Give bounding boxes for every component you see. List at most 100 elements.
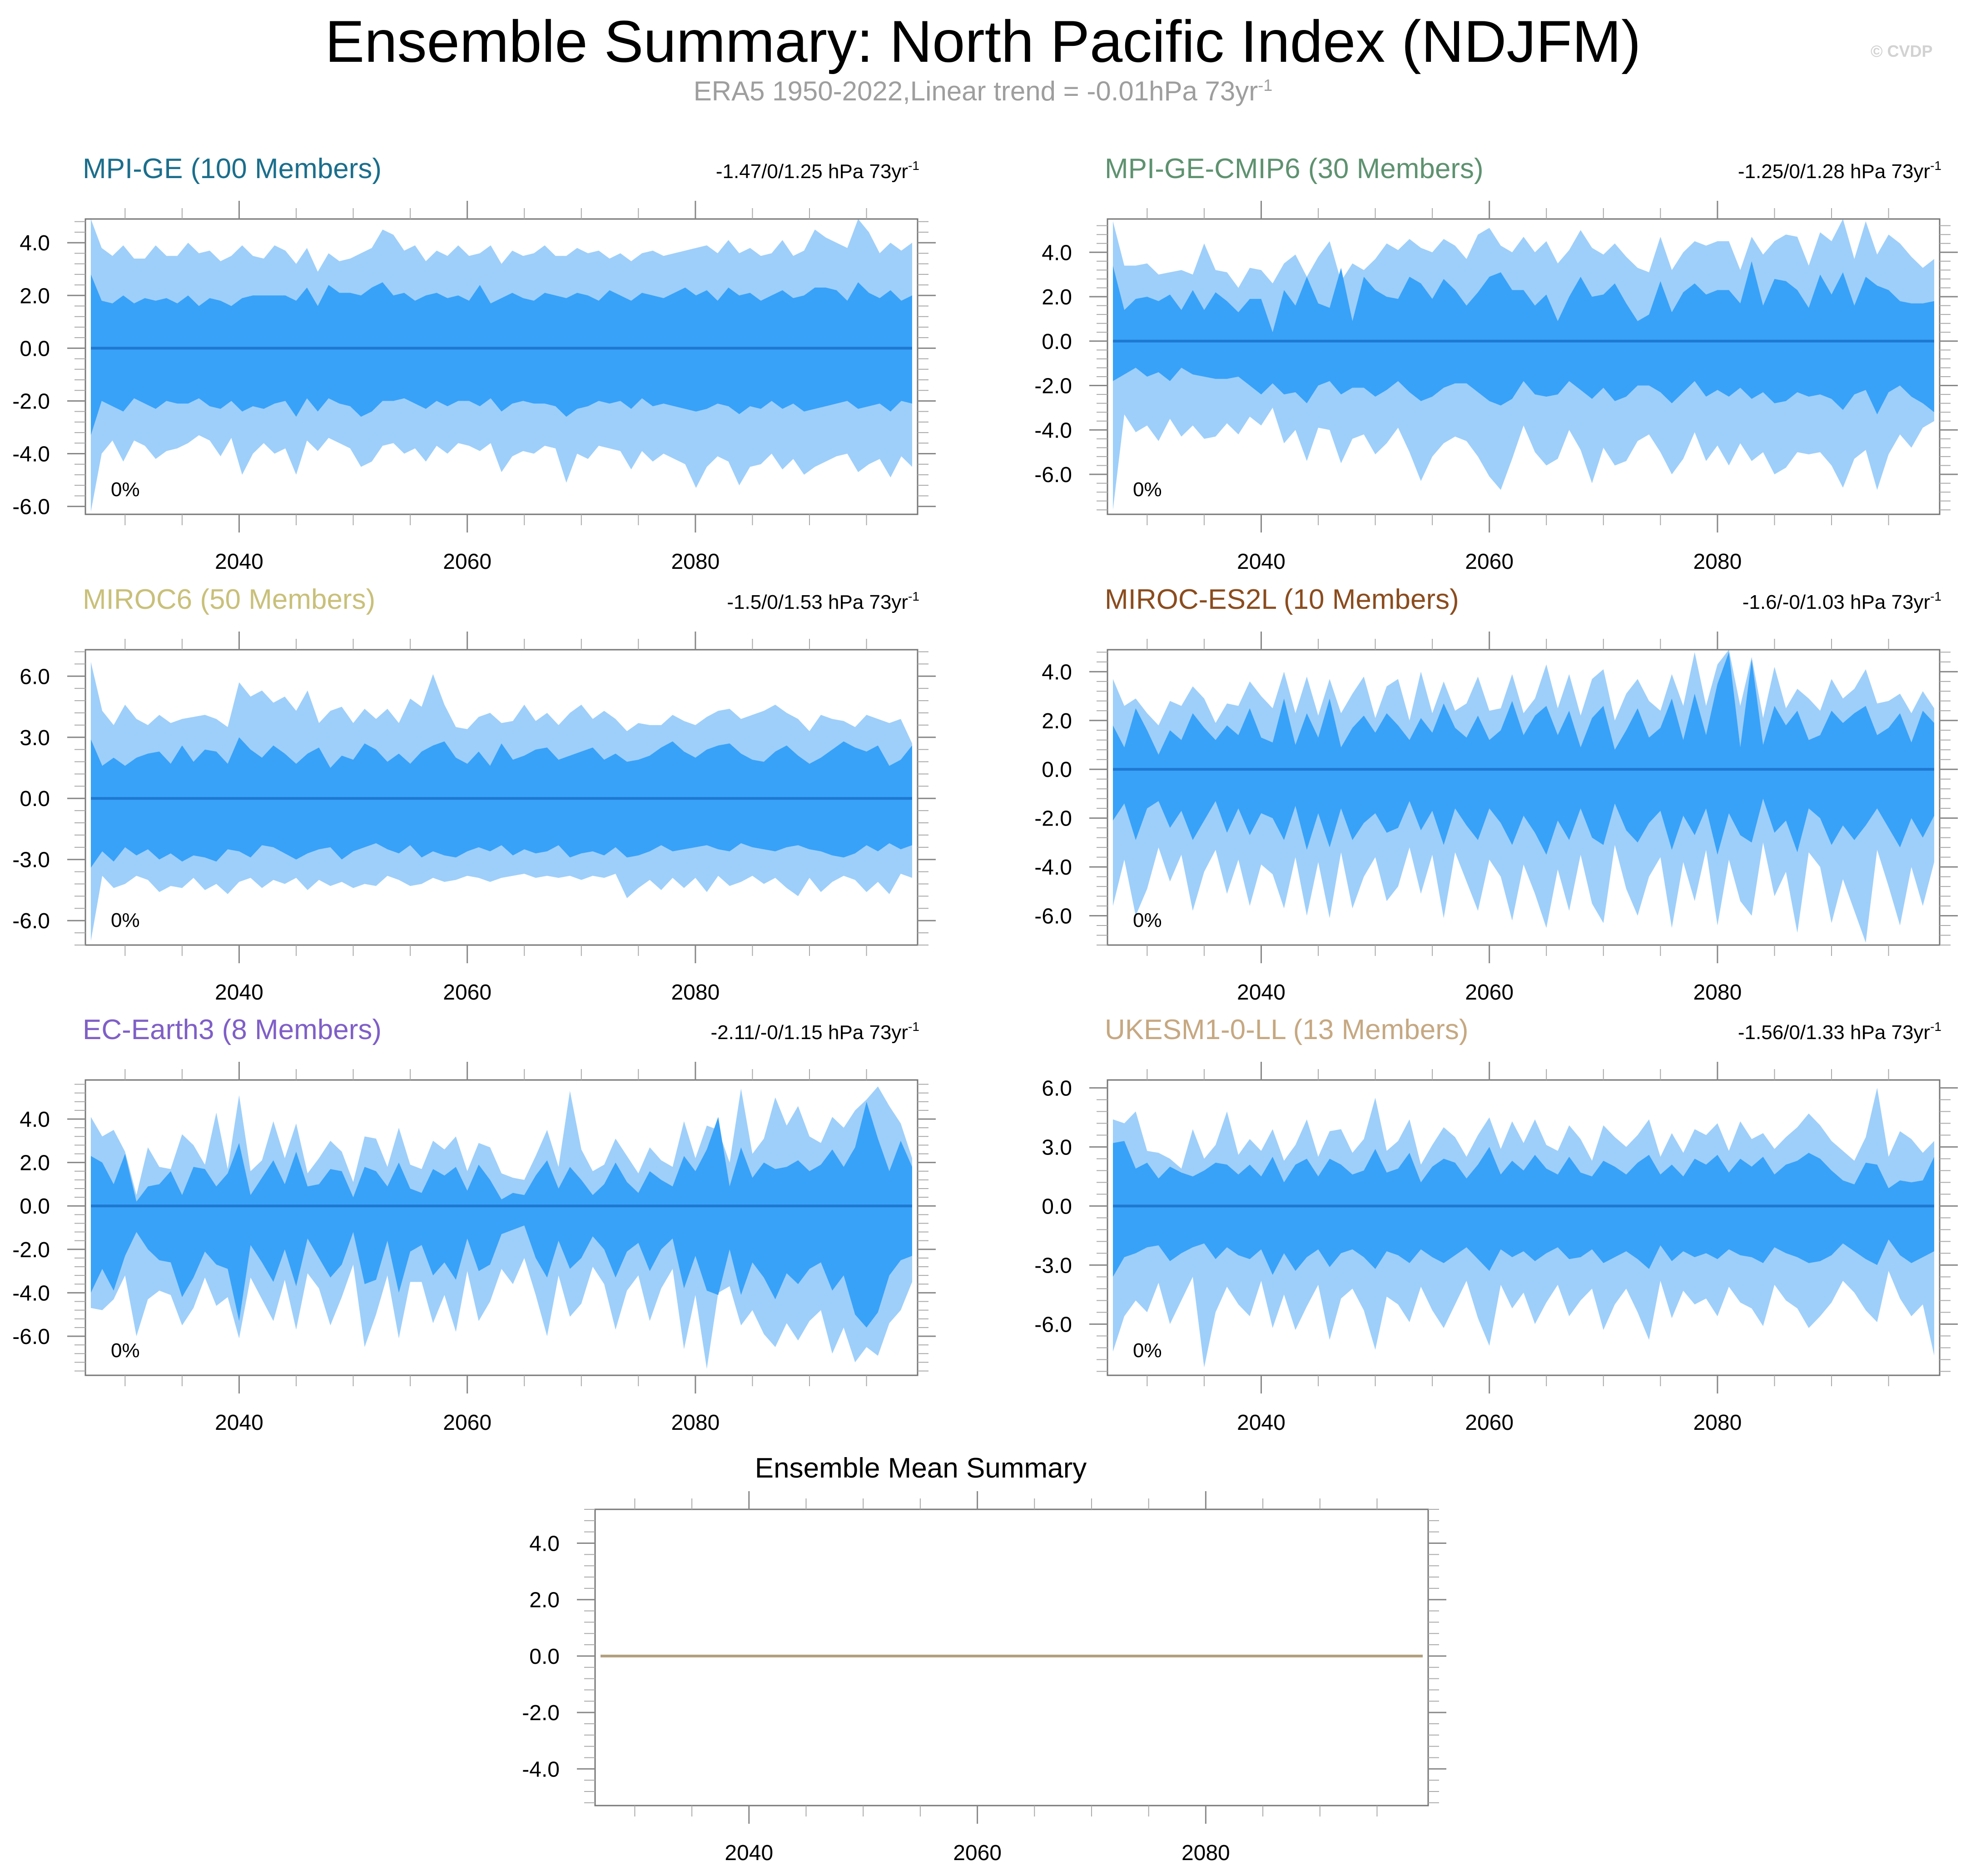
- watermark: © CVDP: [1871, 42, 1933, 60]
- summary-title: Ensemble Mean Summary: [755, 1453, 1087, 1484]
- trend-stats: -1.47/0/1.25 hPa 73yr-1: [716, 159, 919, 183]
- page-subtitle: ERA5 1950-2022,Linear trend = -0.01hPa 7…: [0, 75, 1966, 107]
- y-tick-label: 2.0: [20, 284, 50, 308]
- x-tick-label: 2060: [1465, 1411, 1514, 1435]
- x-tick-label: 2080: [1693, 980, 1742, 1005]
- x-tick-label: 2060: [443, 1411, 492, 1435]
- x-tick-label: 2060: [443, 550, 492, 574]
- plot-area: [91, 662, 912, 941]
- trend-stats-text: -1.6/-0/1.03 hPa 73yr: [1743, 591, 1930, 613]
- y-tick-label: -6.0: [12, 495, 50, 519]
- trend-stats-text: -1.47/0/1.25 hPa 73yr: [716, 160, 908, 183]
- chart-panel-2: 4.0 2.0 0.0 -2.0 -4.0 -6.0 2040 2060 2080 MPI-GE-…: [1034, 153, 1958, 574]
- y-tick-label: -2.0: [522, 1701, 560, 1725]
- percent-label: 0%: [111, 478, 140, 501]
- panel-title: EC-Earth3 (8 Members): [83, 1014, 382, 1045]
- y-tick-label: -3.0: [12, 848, 50, 872]
- y-tick-label: -4.0: [522, 1757, 560, 1781]
- x-tick-label: 2040: [1237, 980, 1286, 1005]
- x-tick-label: 2080: [1182, 1841, 1230, 1865]
- plot-frame: [84, 1079, 918, 1376]
- y-tick-label: 0.0: [20, 1194, 50, 1219]
- chart-panel-3: 6.0 3.0 0.0 -3.0 -6.0 2040 2060 2080 MIROC6 (50 …: [12, 584, 936, 1005]
- y-tick-label: 2.0: [1042, 709, 1072, 733]
- y-tick-label: 4.0: [1042, 660, 1072, 684]
- plot-area: [91, 1086, 912, 1369]
- chart-panel-4: 4.0 2.0 0.0 -2.0 -4.0 -6.0 2040 2060 2080 MIROC-E…: [1034, 584, 1958, 1005]
- trend-stats: -1.25/0/1.28 hPa 73yr-1: [1738, 159, 1941, 183]
- percent-label: 0%: [1133, 1339, 1162, 1362]
- y-tick-label: 4.0: [20, 231, 50, 255]
- y-tick-label: 4.0: [529, 1532, 560, 1556]
- x-tick-label: 2080: [671, 980, 720, 1005]
- y-tick-label: -2.0: [12, 1238, 50, 1262]
- y-tick-label: 0.0: [1042, 758, 1072, 782]
- trend-stats-superscript: -1: [1930, 1020, 1941, 1034]
- trend-stats-superscript: -1: [908, 159, 919, 173]
- trend-stats-text: -1.56/0/1.33 hPa 73yr: [1738, 1021, 1930, 1044]
- y-tick-label: -6.0: [1034, 463, 1072, 487]
- x-tick-label: 2080: [1693, 1411, 1742, 1435]
- x-tick-label: 2040: [1237, 1411, 1286, 1435]
- x-tick-label: 2040: [215, 550, 263, 574]
- plot-frame: [1107, 649, 1941, 946]
- plot-frame: [594, 1508, 1429, 1806]
- x-tick-label: 2040: [725, 1841, 773, 1865]
- x-tick-label: 2060: [953, 1841, 1002, 1865]
- panel-title: MPI-GE (100 Members): [83, 153, 382, 184]
- y-tick-label: 2.0: [1042, 285, 1072, 309]
- y-tick-label: -6.0: [12, 909, 50, 933]
- y-tick-label: 4.0: [1042, 241, 1072, 265]
- percent-label: 0%: [1133, 909, 1162, 931]
- inner-spread-band: [91, 737, 912, 868]
- y-tick-label: -6.0: [1034, 905, 1072, 929]
- y-tick-label: -4.0: [1034, 856, 1072, 880]
- trend-stats: -1.6/-0/1.03 hPa 73yr-1: [1743, 589, 1941, 613]
- x-tick-label: 2080: [671, 550, 720, 574]
- panel-title: MIROC-ES2L (10 Members): [1105, 584, 1459, 615]
- x-tick-label: 2040: [215, 980, 263, 1005]
- y-tick-label: 2.0: [20, 1151, 50, 1175]
- y-tick-label: -3.0: [1034, 1254, 1072, 1278]
- y-tick-label: 3.0: [20, 726, 50, 750]
- subtitle-superscript: -1: [1258, 76, 1273, 95]
- trend-stats-text: -1.25/0/1.28 hPa 73yr: [1738, 160, 1930, 183]
- y-tick-label: 2.0: [529, 1588, 560, 1612]
- y-tick-label: 0.0: [1042, 330, 1072, 354]
- plot-frame: [84, 649, 918, 946]
- chart-panel-1: 4.0 2.0 0.0 -2.0 -4.0 -6.0 2040 2060 2080 MPI-GE …: [12, 153, 936, 574]
- trend-stats-superscript: -1: [1930, 159, 1941, 173]
- plot-area: [91, 219, 912, 512]
- page-title: Ensemble Summary: North Pacific Index (N…: [325, 8, 1641, 75]
- y-tick-label: -6.0: [1034, 1313, 1072, 1337]
- trend-stats: -2.11/-0/1.15 hPa 73yr-1: [711, 1020, 919, 1044]
- y-tick-label: -2.0: [1034, 374, 1072, 398]
- trend-stats: -1.56/0/1.33 hPa 73yr-1: [1738, 1020, 1941, 1044]
- y-tick-label: 4.0: [20, 1108, 50, 1132]
- inner-spread-band: [1113, 1141, 1934, 1277]
- panel-title: MPI-GE-CMIP6 (30 Members): [1105, 153, 1484, 184]
- plot-area: [1113, 219, 1934, 510]
- subtitle-text: ERA5 1950-2022,Linear trend = -0.01hPa 7…: [693, 76, 1258, 106]
- y-tick-label: 0.0: [20, 787, 50, 811]
- x-tick-label: 2060: [443, 980, 492, 1005]
- trend-stats-superscript: -1: [908, 589, 919, 603]
- y-tick-label: -6.0: [12, 1325, 50, 1349]
- y-tick-label: -2.0: [1034, 807, 1072, 831]
- y-tick-label: -2.0: [12, 389, 50, 413]
- y-tick-label: -4.0: [12, 443, 50, 467]
- y-tick-label: 6.0: [20, 665, 50, 689]
- chart-panel-6: 6.0 3.0 0.0 -3.0 -6.0 2040 2060 2080 UKESM1-0-LL…: [1034, 1014, 1958, 1435]
- chart-panel-5: 4.0 2.0 0.0 -2.0 -4.0 -6.0 2040 2060 2080 EC-Eart…: [12, 1014, 936, 1435]
- x-tick-label: 2060: [1465, 550, 1514, 574]
- chart-panel-7: 4.0 2.0 0.0 -2.0 -4.0 2040 2060 2080 Ensemble Me…: [522, 1453, 1446, 1865]
- y-tick-label: 3.0: [1042, 1135, 1072, 1159]
- y-tick-label: 0.0: [1042, 1194, 1072, 1219]
- x-tick-label: 2040: [215, 1411, 263, 1435]
- y-tick-label: -4.0: [1034, 418, 1072, 443]
- x-tick-label: 2040: [1237, 550, 1286, 574]
- y-tick-label: 0.0: [529, 1645, 560, 1669]
- x-tick-label: 2060: [1465, 980, 1514, 1005]
- trend-stats-text: -1.5/0/1.53 hPa 73yr: [727, 591, 908, 613]
